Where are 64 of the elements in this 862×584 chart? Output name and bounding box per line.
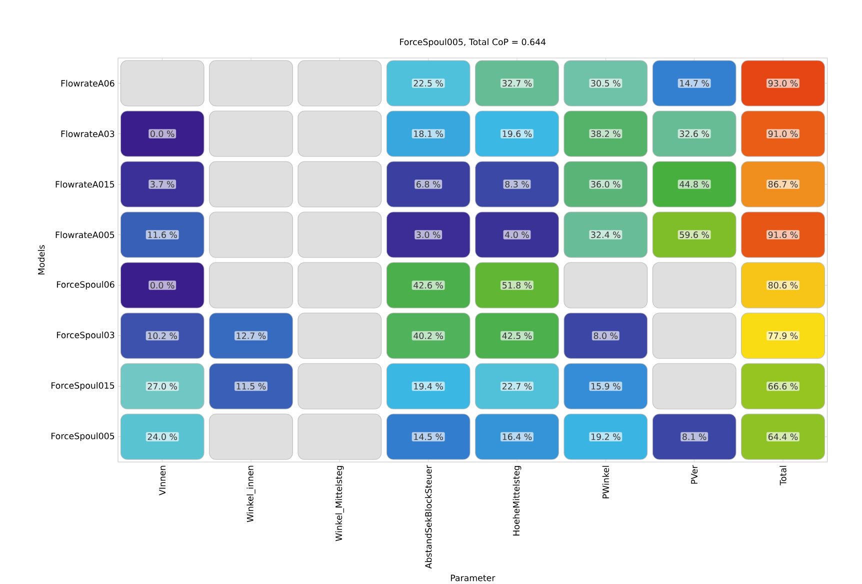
data-label: 18.1 % bbox=[414, 130, 443, 138]
data-label: 11.5 % bbox=[236, 382, 266, 390]
y-axis-title: Models bbox=[38, 245, 45, 274]
data-label: 32.4 % bbox=[591, 231, 620, 238]
data-label: 27.0 % bbox=[148, 382, 177, 390]
y-tick-label: FlowrateA03 bbox=[61, 130, 114, 138]
data-label: 40.2 % bbox=[414, 332, 443, 339]
data-label: 3.7 % bbox=[150, 180, 174, 188]
data-label: 80.6 % bbox=[768, 282, 798, 288]
data-label: 22.7 % bbox=[502, 382, 532, 390]
data-label: 51.8 % bbox=[502, 282, 532, 288]
chart-title: ForceSpoul005, Total CoP = 0.644 bbox=[400, 38, 546, 47]
data-label: 10.2 % bbox=[148, 332, 177, 339]
data-label: 66.6 % bbox=[768, 382, 798, 390]
y-tick-label: ForceSpoul06 bbox=[57, 281, 114, 290]
data-label: 93.0 % bbox=[768, 80, 798, 87]
data-label: 86.7 % bbox=[768, 180, 798, 188]
data-label: 19.4 % bbox=[414, 382, 443, 390]
data-label: 64.4 % bbox=[768, 433, 798, 440]
y-tick-label: ForceSpoul015 bbox=[52, 382, 114, 390]
data-label: 32.6 % bbox=[680, 130, 709, 138]
data-label: 91.6 % bbox=[768, 231, 798, 238]
data-label: 11.6 % bbox=[148, 231, 177, 238]
data-label: 32.7 % bbox=[502, 80, 532, 87]
data-label: 8.1 % bbox=[682, 433, 706, 440]
data-label: 38.2 % bbox=[591, 130, 620, 138]
data-label: 24.0 % bbox=[148, 433, 177, 440]
x-tick-label: Winkel_innen bbox=[246, 466, 256, 522]
data-label: 19.6 % bbox=[502, 130, 532, 138]
y-tick-label: ForceSpoul03 bbox=[57, 332, 114, 340]
data-label: 42.5 % bbox=[502, 332, 532, 339]
data-label: 15.9 % bbox=[591, 382, 620, 390]
y-tick-label: FlowrateA005 bbox=[56, 231, 114, 238]
data-label: 91.0 % bbox=[768, 130, 798, 138]
x-tick-label: Winkel_Mittelsteg bbox=[335, 466, 344, 542]
data-label: 8.0 % bbox=[594, 332, 618, 339]
data-label: 19.2 % bbox=[591, 433, 620, 440]
data-label: 0.0 % bbox=[150, 282, 174, 288]
x-tick-label: Total bbox=[780, 466, 786, 486]
x-tick-label: PWinkel bbox=[602, 466, 610, 498]
y-tick-label: ForceSpoul005 bbox=[52, 432, 114, 441]
x-tick-label: VInnen bbox=[159, 466, 166, 496]
data-label: 16.4 % bbox=[502, 433, 532, 440]
data-label: 22.5 % bbox=[414, 80, 443, 87]
data-label: 12.7 % bbox=[236, 332, 266, 339]
y-tick-label: FlowrateA06 bbox=[61, 80, 114, 87]
data-label: 36.0 % bbox=[591, 180, 620, 188]
data-label: 59.6 % bbox=[680, 231, 709, 238]
data-label: 8.3 % bbox=[505, 180, 529, 188]
data-label: 4.0 % bbox=[505, 231, 529, 238]
x-tick-label: HoeheMittelsteg bbox=[512, 466, 522, 536]
data-label: 44.8 % bbox=[680, 180, 709, 188]
data-label: 3.0 % bbox=[416, 231, 440, 238]
data-label: 6.8 % bbox=[416, 180, 440, 188]
data-label: 14.7 % bbox=[680, 80, 709, 87]
data-label: 30.5 % bbox=[591, 80, 620, 87]
x-tick-label: PVer bbox=[691, 465, 698, 484]
x-axis-title: Parameter bbox=[450, 574, 496, 582]
data-label: 77.9 % bbox=[768, 332, 798, 339]
data-label: 0.0 % bbox=[150, 130, 174, 138]
x-tick-label: AbstandSekBlockSteuer bbox=[424, 465, 432, 569]
data-label: 42.6 % bbox=[414, 282, 443, 288]
y-tick-label: FlowrateA015 bbox=[56, 180, 114, 188]
data-label: 14.5 % bbox=[414, 433, 443, 440]
